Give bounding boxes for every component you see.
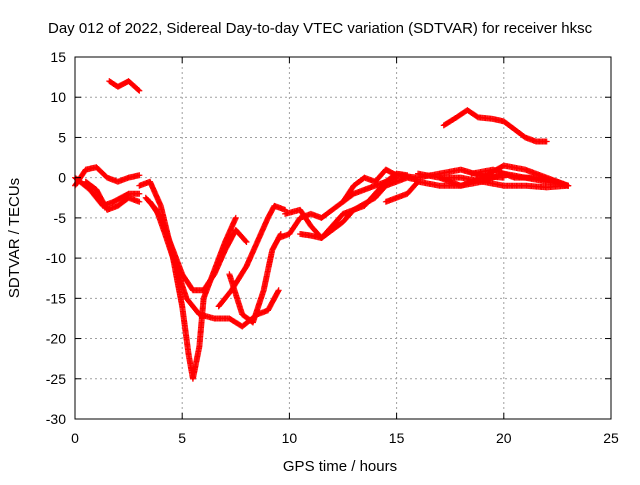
data-point	[243, 239, 250, 246]
series-track-3	[82, 178, 143, 213]
plot-frame	[74, 56, 612, 420]
data-point	[136, 87, 143, 94]
data-point	[136, 198, 143, 205]
y-tick-label: -25	[46, 371, 66, 387]
x-tick-label: 20	[496, 430, 512, 446]
data-point	[232, 214, 239, 221]
series-track-1	[72, 164, 143, 189]
data-point	[543, 138, 550, 145]
y-tick-label: -15	[46, 290, 66, 306]
axis-ticks: 0 5 10 15 20 25 15 10 5 0 -5 -10 -15 -20 -25 -30	[46, 49, 619, 446]
series-track-7	[147, 198, 250, 294]
data-point	[565, 182, 572, 189]
series-track-9	[215, 202, 289, 310]
x-axis-label: GPS time / hours	[283, 458, 397, 475]
y-tick-label: 15	[50, 49, 66, 65]
data-point	[275, 287, 282, 294]
x-tick-label: 25	[603, 430, 619, 446]
series-track-8	[226, 230, 284, 326]
x-tick-label: 5	[178, 430, 186, 446]
grid-lines	[75, 57, 611, 419]
y-tick-label: -20	[46, 331, 66, 347]
data-point	[242, 238, 249, 245]
y-tick-label: 5	[58, 129, 66, 145]
data-point	[136, 190, 143, 197]
y-tick-label: 0	[58, 170, 66, 186]
data-points	[72, 78, 572, 382]
data-point	[135, 86, 142, 93]
y-tick-label: -10	[46, 250, 66, 266]
data-point	[136, 172, 143, 179]
series-track-18	[468, 166, 572, 189]
x-tick-label: 15	[389, 430, 405, 446]
y-tick-label: 10	[50, 89, 66, 105]
y-tick-label: -5	[54, 210, 67, 226]
y-axis-label: SDTVAR / TECUs	[6, 178, 23, 298]
series-track-17	[440, 107, 550, 145]
chart-title: Day 012 of 2022, Sidereal Day-to-day VTE…	[48, 20, 593, 37]
x-tick-label: 10	[282, 430, 298, 446]
y-tick-label: -30	[46, 411, 66, 427]
series-track-4	[106, 78, 143, 94]
x-tick-label: 0	[71, 430, 79, 446]
